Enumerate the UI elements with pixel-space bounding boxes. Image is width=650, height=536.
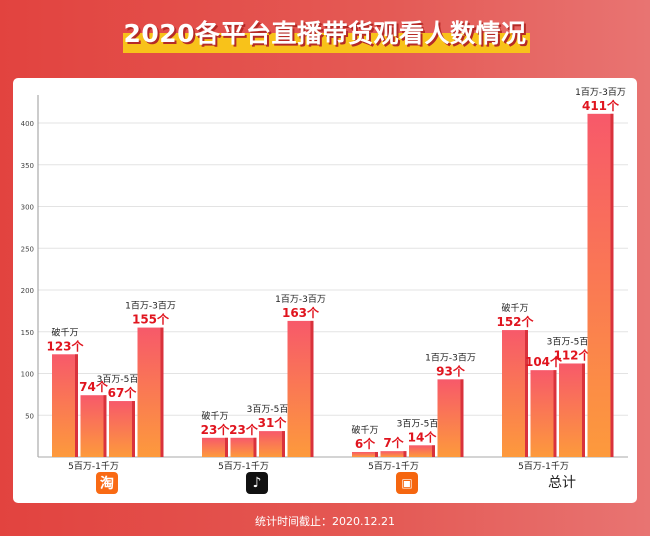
bar-side — [403, 451, 407, 457]
bar-side — [460, 379, 464, 457]
kuaishou-icon: ▣ — [396, 472, 418, 494]
bar — [202, 437, 228, 457]
value-label: 411个 — [582, 98, 620, 113]
value-label: 67个 — [108, 385, 138, 400]
bar-side — [282, 431, 285, 457]
douyin-icon: ♪ — [246, 472, 268, 494]
value-label: 112个 — [553, 347, 591, 362]
value-label: 23个 — [201, 422, 231, 437]
category-label: 破千万 — [51, 326, 78, 338]
bar-side — [582, 363, 585, 457]
value-label: 163个 — [282, 305, 320, 320]
bar — [137, 327, 164, 457]
category-label: 3百万-5百万 — [97, 374, 148, 385]
y-tick-label: 150 — [21, 329, 34, 337]
category-label: 1百万-3百万 — [425, 352, 476, 363]
category-label: 5百万-1千万 — [518, 461, 569, 472]
value-label: 123个 — [46, 338, 84, 353]
value-label: 93个 — [436, 363, 466, 378]
footer-date: 统计时间截止：2020.12.21 — [255, 515, 395, 528]
bar-side — [375, 451, 378, 457]
category-label: 3百万-5百万 — [547, 336, 598, 347]
page-title: 2020各平台直播带货观看人数情况 — [123, 19, 527, 48]
category-label: 破千万 — [351, 424, 378, 436]
category-label: 3百万-5百万 — [247, 404, 298, 415]
category-label: 1百万-3百万 — [575, 87, 626, 98]
category-label: 5百万-1千万 — [68, 461, 119, 472]
bar — [287, 320, 314, 457]
category-label: 破千万 — [201, 410, 228, 422]
bar — [109, 401, 135, 457]
bar — [409, 445, 435, 457]
value-label: 152个 — [496, 314, 534, 329]
bar-side — [432, 445, 435, 457]
y-tick-label: 250 — [21, 245, 34, 253]
y-tick-label: 350 — [21, 162, 34, 170]
bar — [559, 363, 585, 457]
y-tick-label: 50 — [25, 412, 34, 420]
bar-side — [103, 395, 107, 457]
bar-side — [225, 437, 228, 457]
value-label: 7个 — [383, 435, 404, 450]
value-label: 23个 — [229, 422, 259, 437]
bar-side — [610, 113, 614, 457]
bar — [52, 354, 78, 457]
value-label: 31个 — [258, 415, 288, 430]
category-label: 1百万-3百万 — [125, 301, 176, 312]
bar — [502, 330, 528, 457]
bar — [437, 379, 464, 457]
category-label: 破千万 — [501, 302, 528, 314]
value-label: 74个 — [79, 379, 109, 394]
value-label: 104个 — [525, 354, 563, 369]
bar — [352, 451, 378, 457]
category-label: 5百万-1千万 — [368, 461, 419, 472]
category-label: 3百万-5百万 — [397, 418, 448, 429]
y-tick-label: 400 — [21, 120, 34, 128]
y-tick-label: 300 — [21, 204, 34, 212]
total-label: 总计 — [548, 475, 576, 491]
category-label: 1百万-3百万 — [275, 294, 326, 305]
value-label: 155个 — [132, 312, 170, 327]
y-tick-label: 200 — [21, 287, 34, 295]
bar — [80, 395, 107, 457]
title-highlight — [123, 33, 530, 53]
bar — [259, 431, 285, 457]
bar-side — [160, 327, 164, 457]
value-label: 6个 — [355, 436, 376, 451]
bar — [587, 113, 614, 457]
bar-side — [132, 401, 135, 457]
bar-side — [553, 370, 557, 457]
bar-side — [310, 320, 314, 457]
taobao-icon: 淘 — [96, 472, 118, 494]
bar — [530, 370, 557, 457]
bar-side — [253, 437, 257, 457]
bar — [230, 437, 257, 457]
value-label: 14个 — [408, 429, 438, 444]
bar-side — [75, 354, 78, 457]
category-label: 5百万-1千万 — [218, 461, 269, 472]
y-tick-label: 100 — [21, 371, 34, 379]
bar-side — [525, 330, 528, 457]
bar — [380, 451, 407, 457]
